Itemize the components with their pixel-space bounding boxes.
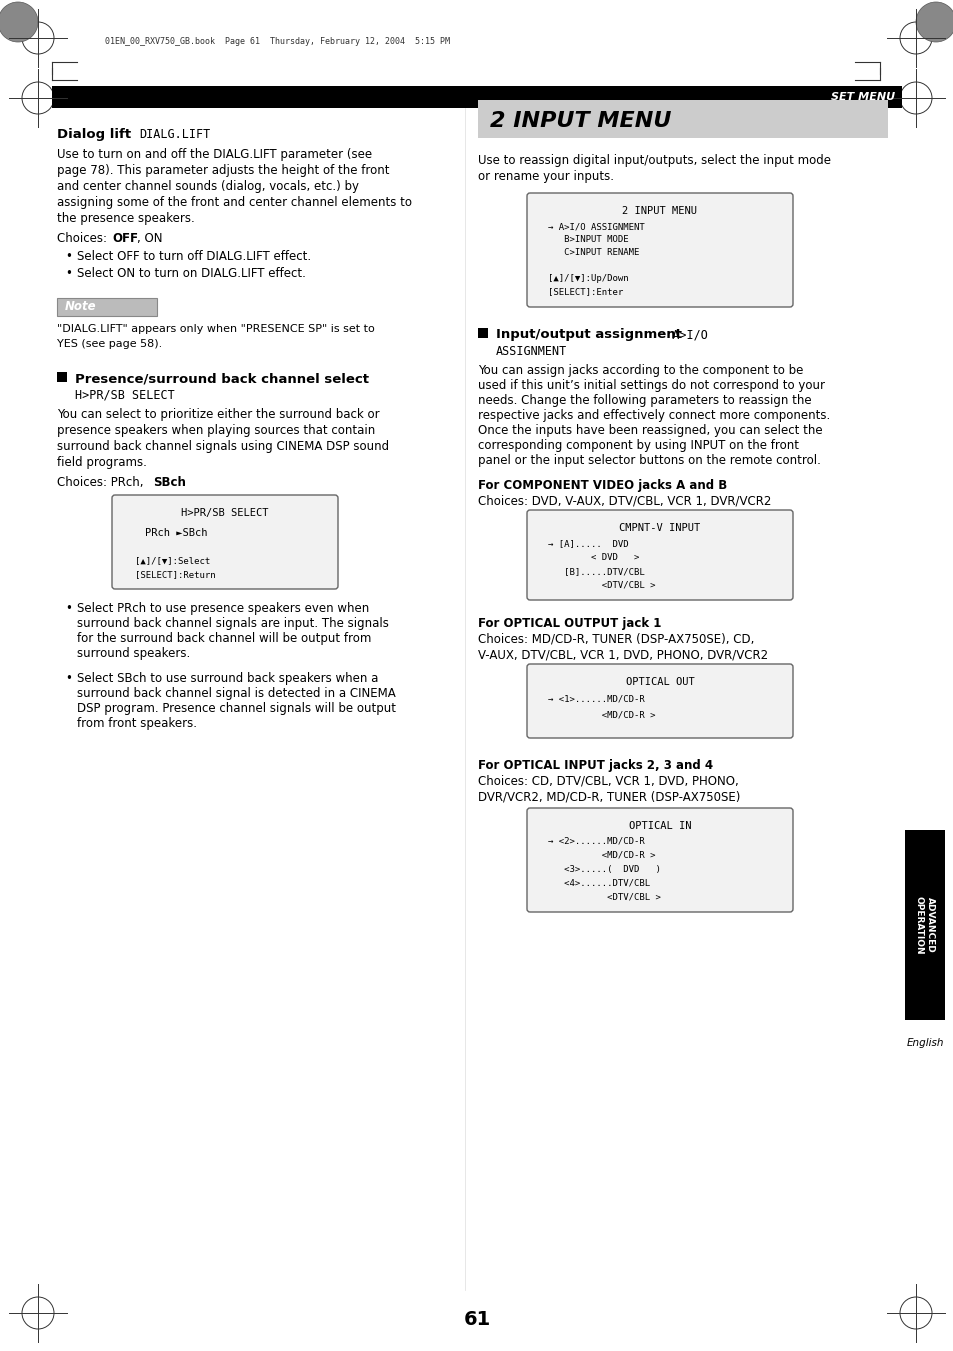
Text: corresponding component by using INPUT on the front: corresponding component by using INPUT o… [477, 439, 799, 453]
Text: <3>.....(  DVD   ): <3>.....( DVD ) [547, 865, 660, 874]
Text: [SELECT]:Return: [SELECT]:Return [135, 570, 215, 580]
Circle shape [915, 1, 953, 42]
Text: V-AUX, DTV/CBL, VCR 1, DVD, PHONO, DVR/VCR2: V-AUX, DTV/CBL, VCR 1, DVD, PHONO, DVR/V… [477, 648, 767, 662]
Text: For OPTICAL OUTPUT jack 1: For OPTICAL OUTPUT jack 1 [477, 617, 660, 630]
Text: presence speakers when playing sources that contain: presence speakers when playing sources t… [57, 424, 375, 436]
Text: surround back channel signals using CINEMA DSP sound: surround back channel signals using CINE… [57, 440, 389, 453]
Text: ASSIGNMENT: ASSIGNMENT [496, 345, 567, 358]
Text: C>INPUT RENAME: C>INPUT RENAME [547, 249, 639, 257]
Text: and center channel sounds (dialog, vocals, etc.) by: and center channel sounds (dialog, vocal… [57, 180, 358, 193]
Text: H>PR/SB SELECT: H>PR/SB SELECT [75, 389, 174, 403]
Bar [52, 86, 901, 108]
Text: 61: 61 [463, 1310, 490, 1329]
Text: SET MENU: SET MENU [830, 92, 894, 101]
FancyBboxPatch shape [526, 663, 792, 738]
Text: •: • [65, 671, 71, 685]
Text: [B].....DTV/CBL: [B].....DTV/CBL [547, 567, 644, 576]
Text: PRch ►SBch: PRch ►SBch [145, 528, 208, 538]
Text: → [A].....  DVD: → [A]..... DVD [547, 539, 628, 549]
Text: [▲]/[▼]:Select: [▲]/[▼]:Select [135, 557, 210, 565]
Text: respective jacks and effectively connect more components.: respective jacks and effectively connect… [477, 409, 829, 422]
Text: For COMPONENT VIDEO jacks A and B: For COMPONENT VIDEO jacks A and B [477, 480, 726, 492]
Text: 2 INPUT MENU: 2 INPUT MENU [622, 205, 697, 216]
Text: A>I/O: A>I/O [658, 328, 707, 340]
Text: Use to reassign digital input/outputs, select the input mode: Use to reassign digital input/outputs, s… [477, 154, 830, 168]
Text: <MD/CD-R >: <MD/CD-R > [547, 851, 655, 861]
FancyBboxPatch shape [57, 299, 157, 316]
Bar [904, 830, 944, 1020]
Text: <DTV/CBL >: <DTV/CBL > [547, 893, 660, 902]
Text: Select PRch to use presence speakers even when: Select PRch to use presence speakers eve… [77, 603, 369, 615]
Text: DIALG.LIFT: DIALG.LIFT [139, 128, 210, 141]
Text: Input/output assignment: Input/output assignment [496, 328, 681, 340]
Circle shape [0, 1, 38, 42]
Text: DVR/VCR2, MD/CD-R, TUNER (DSP-AX750SE): DVR/VCR2, MD/CD-R, TUNER (DSP-AX750SE) [477, 790, 740, 804]
Text: assigning some of the front and center channel elements to: assigning some of the front and center c… [57, 196, 412, 209]
Text: ADVANCED
OPERATION: ADVANCED OPERATION [914, 896, 935, 954]
Text: < DVD   >: < DVD > [547, 553, 639, 562]
FancyBboxPatch shape [112, 494, 337, 589]
Text: → A>I/O ASSIGNMENT: → A>I/O ASSIGNMENT [547, 222, 644, 231]
Text: needs. Change the following parameters to reassign the: needs. Change the following parameters t… [477, 394, 811, 407]
FancyBboxPatch shape [526, 193, 792, 307]
Text: OPTICAL OUT: OPTICAL OUT [625, 677, 694, 688]
Text: DSP program. Presence channel signals will be output: DSP program. Presence channel signals wi… [77, 703, 395, 715]
Text: surround back channel signal is detected in a CINEMA: surround back channel signal is detected… [77, 688, 395, 700]
Text: Choices: DVD, V-AUX, DTV/CBL, VCR 1, DVR/VCR2: Choices: DVD, V-AUX, DTV/CBL, VCR 1, DVR… [477, 494, 771, 508]
Text: You can assign jacks according to the component to be: You can assign jacks according to the co… [477, 363, 802, 377]
Text: <MD/CD-R >: <MD/CD-R > [547, 711, 655, 720]
Text: [▲]/[▼]:Up/Down: [▲]/[▼]:Up/Down [547, 274, 628, 282]
Text: Choices:: Choices: [57, 232, 111, 245]
Text: Choices: MD/CD-R, TUNER (DSP-AX750SE), CD,: Choices: MD/CD-R, TUNER (DSP-AX750SE), C… [477, 634, 754, 646]
Text: OPTICAL IN: OPTICAL IN [628, 821, 691, 831]
Bar [477, 328, 488, 338]
Text: for the surround back channel will be output from: for the surround back channel will be ou… [77, 632, 371, 644]
Text: You can select to prioritize either the surround back or: You can select to prioritize either the … [57, 408, 379, 422]
Bar [57, 372, 67, 382]
Text: panel or the input selector buttons on the remote control.: panel or the input selector buttons on t… [477, 454, 820, 467]
Text: used if this unit’s initial settings do not correspond to your: used if this unit’s initial settings do … [477, 380, 824, 392]
Text: from front speakers.: from front speakers. [77, 717, 196, 730]
Text: page 78). This parameter adjusts the height of the front: page 78). This parameter adjusts the hei… [57, 163, 389, 177]
FancyBboxPatch shape [526, 808, 792, 912]
Text: the presence speakers.: the presence speakers. [57, 212, 194, 226]
Text: Dialog lift: Dialog lift [57, 128, 131, 141]
Text: YES (see page 58).: YES (see page 58). [57, 339, 162, 349]
Text: "DIALG.LIFT" appears only when "PRESENCE SP" is set to: "DIALG.LIFT" appears only when "PRESENCE… [57, 324, 375, 334]
FancyBboxPatch shape [526, 509, 792, 600]
Text: <4>......DTV/CBL: <4>......DTV/CBL [547, 880, 649, 888]
Text: <DTV/CBL >: <DTV/CBL > [547, 581, 655, 590]
Text: Select ON to turn on DIALG.LIFT effect.: Select ON to turn on DIALG.LIFT effect. [77, 267, 306, 280]
Text: → <1>......MD/CD-R: → <1>......MD/CD-R [547, 694, 644, 704]
Text: field programs.: field programs. [57, 457, 147, 469]
Text: → <2>......MD/CD-R: → <2>......MD/CD-R [547, 838, 644, 846]
Text: •: • [65, 603, 71, 615]
Text: English: English [905, 1038, 943, 1048]
Text: Select OFF to turn off DIALG.LIFT effect.: Select OFF to turn off DIALG.LIFT effect… [77, 250, 311, 263]
Text: SBch: SBch [152, 476, 186, 489]
Text: B>INPUT MODE: B>INPUT MODE [547, 235, 628, 245]
Text: surround back channel signals are input. The signals: surround back channel signals are input.… [77, 617, 389, 630]
Text: Choices: CD, DTV/CBL, VCR 1, DVD, PHONO,: Choices: CD, DTV/CBL, VCR 1, DVD, PHONO, [477, 775, 738, 788]
Text: Choices: PRch,: Choices: PRch, [57, 476, 147, 489]
Text: CMPNT-V INPUT: CMPNT-V INPUT [618, 523, 700, 534]
Text: Note: Note [65, 300, 96, 313]
Text: , ON: , ON [137, 232, 162, 245]
Text: Once the inputs have been reassigned, you can select the: Once the inputs have been reassigned, yo… [477, 424, 821, 436]
Text: or rename your inputs.: or rename your inputs. [477, 170, 614, 182]
Text: Use to turn on and off the DIALG.LIFT parameter (see: Use to turn on and off the DIALG.LIFT pa… [57, 149, 372, 161]
Bar [477, 100, 887, 138]
Text: Presence/surround back channel select: Presence/surround back channel select [75, 372, 369, 385]
Text: [SELECT]:Enter: [SELECT]:Enter [547, 286, 622, 296]
Text: •: • [65, 267, 71, 280]
Text: 2 INPUT MENU: 2 INPUT MENU [490, 111, 671, 131]
Text: Select SBch to use surround back speakers when a: Select SBch to use surround back speaker… [77, 671, 378, 685]
Text: OFF: OFF [112, 232, 138, 245]
Text: •: • [65, 250, 71, 263]
Text: 01EN_00_RXV750_GB.book  Page 61  Thursday, February 12, 2004  5:15 PM: 01EN_00_RXV750_GB.book Page 61 Thursday,… [105, 38, 450, 46]
Text: For OPTICAL INPUT jacks 2, 3 and 4: For OPTICAL INPUT jacks 2, 3 and 4 [477, 759, 713, 771]
Text: H>PR/SB SELECT: H>PR/SB SELECT [181, 508, 269, 517]
Text: surround speakers.: surround speakers. [77, 647, 190, 661]
